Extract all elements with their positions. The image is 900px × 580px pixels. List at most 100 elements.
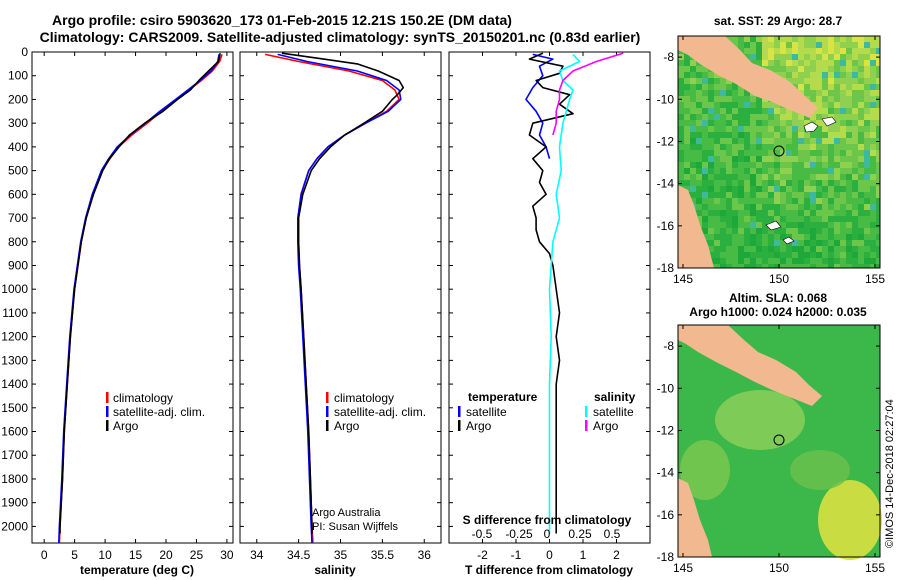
sst-cell	[840, 234, 846, 240]
sst-cell	[690, 72, 696, 78]
sst-cell	[738, 156, 744, 162]
sst-cell	[750, 96, 756, 102]
sst-cell	[774, 210, 780, 216]
sst-cell	[696, 198, 702, 204]
sst-cell	[804, 258, 810, 264]
sst-cell	[822, 66, 828, 72]
sst-cell	[798, 120, 804, 126]
y-tick-label: 500	[8, 164, 28, 178]
sst-cell	[840, 162, 846, 168]
sst-cell	[780, 168, 786, 174]
sst-cell	[756, 114, 762, 120]
sst-cell	[864, 234, 870, 240]
sst-cell	[810, 96, 816, 102]
sst-cell	[756, 150, 762, 156]
sst-cell	[798, 48, 804, 54]
sst-cell	[768, 198, 774, 204]
sst-cell	[822, 72, 828, 78]
sst-cell	[864, 54, 870, 60]
sst-cell	[762, 144, 768, 150]
sst-cell	[750, 156, 756, 162]
sst-cell	[768, 54, 774, 60]
sst-cell	[690, 156, 696, 162]
sst-cell	[780, 222, 786, 228]
sst-cell	[774, 216, 780, 222]
sst-cell	[690, 126, 696, 132]
temperature-series	[58, 53, 223, 543]
sst-cell	[846, 210, 852, 216]
sst-cell	[840, 150, 846, 156]
sst-cell	[714, 198, 720, 204]
figure-title-line1: Argo profile: csiro 5903620_173 01-Feb-2…	[52, 12, 512, 28]
sst-cell	[834, 102, 840, 108]
sst-cell	[696, 180, 702, 186]
sst-cell	[876, 252, 880, 258]
sst-cell	[708, 228, 714, 234]
sst-cell	[792, 252, 798, 258]
sst-cell	[864, 150, 870, 156]
sst-cell	[852, 180, 858, 186]
sst-cell	[792, 204, 798, 210]
sst-cell	[870, 174, 876, 180]
x-tick-label: 2	[613, 548, 620, 562]
series-line-t-satellite	[525, 53, 554, 159]
sst-cell	[726, 258, 732, 264]
sst-cell	[756, 126, 762, 132]
sst-cell	[840, 132, 846, 138]
lon-tick-label: 155	[865, 561, 885, 575]
sst-cell	[810, 48, 816, 54]
sst-cell	[870, 264, 876, 268]
sst-cell	[696, 108, 702, 114]
sst-cell	[810, 234, 816, 240]
x-tick-label: 34	[250, 548, 264, 562]
sst-cell	[732, 174, 738, 180]
sst-cell	[840, 174, 846, 180]
sst-cell	[762, 150, 768, 156]
sst-cell	[702, 144, 708, 150]
sst-cell	[726, 90, 732, 96]
sst-cell	[840, 102, 846, 108]
sst-cell	[804, 204, 810, 210]
sst-cell	[714, 102, 720, 108]
sst-cell	[852, 258, 858, 264]
sst-cell	[750, 138, 756, 144]
sst-cell	[876, 228, 880, 234]
sst-cell	[816, 144, 822, 150]
sst-cell	[708, 108, 714, 114]
sst-cell	[714, 162, 720, 168]
sst-cell	[828, 252, 834, 258]
salinity-panel: 34 34.5 35 35.5 36 salinity climatology sate…	[239, 51, 442, 577]
sst-cell	[864, 84, 870, 90]
sst-cell	[852, 132, 858, 138]
sst-cell	[822, 114, 828, 120]
sst-cell	[786, 252, 792, 258]
sst-cell	[786, 204, 792, 210]
sst-cell	[702, 222, 708, 228]
sst-cell	[768, 264, 774, 268]
sst-cell	[774, 246, 780, 252]
sst-cell	[852, 60, 858, 66]
sst-cell	[822, 60, 828, 66]
sst-cell	[876, 168, 880, 174]
sst-cell	[852, 174, 858, 180]
sst-cell	[696, 114, 702, 120]
sst-cell	[732, 228, 738, 234]
sst-cell	[876, 192, 880, 198]
sst-cell	[852, 72, 858, 78]
sst-cell	[762, 222, 768, 228]
sst-cell	[870, 120, 876, 126]
sst-cell	[768, 162, 774, 168]
sst-cell	[858, 108, 864, 114]
sst-cell	[714, 120, 720, 126]
difference-legend: temperature satellite Argo salinity sate…	[458, 390, 636, 433]
sst-cell	[708, 204, 714, 210]
sst-cell	[696, 90, 702, 96]
sst-cell	[750, 162, 756, 168]
sst-cell	[846, 96, 852, 102]
sst-cell	[834, 222, 840, 228]
y-tick-label: 1500	[1, 401, 28, 415]
sst-cell	[744, 96, 750, 102]
sst-cell	[684, 120, 690, 126]
sst-cell	[768, 144, 774, 150]
sst-cell	[780, 258, 786, 264]
